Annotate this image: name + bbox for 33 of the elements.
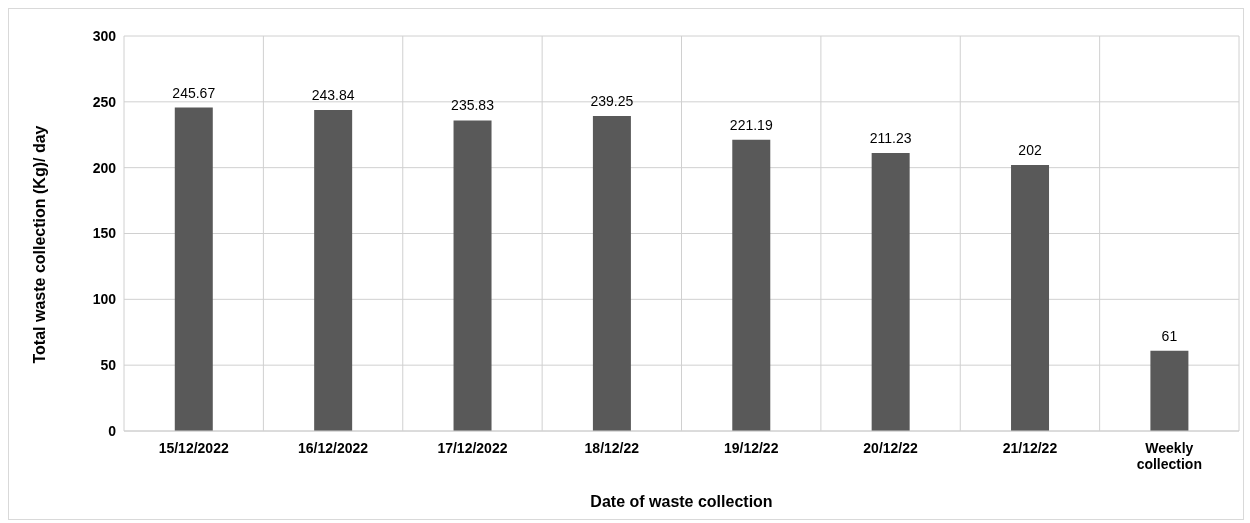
- x-tick-label: 15/12/2022: [158, 440, 229, 456]
- x-tick-label: 19/12/22: [723, 440, 779, 456]
- bar: [314, 109, 353, 431]
- bar: [453, 120, 492, 431]
- data-label: 202: [1018, 142, 1042, 159]
- bar: [732, 139, 771, 431]
- x-tick-label: 21/12/22: [1002, 440, 1058, 456]
- bar: [174, 107, 213, 431]
- bar: [1011, 165, 1050, 431]
- y-tick-label: 200: [92, 159, 117, 176]
- bar: [1150, 350, 1189, 431]
- y-axis-title: Total waste collection (Kg)/ day: [30, 125, 48, 364]
- data-label: 221.19: [729, 116, 773, 133]
- y-tick-label: 0: [108, 422, 117, 439]
- bar: [871, 152, 910, 431]
- x-tick-label: Weekly collection: [1136, 440, 1202, 472]
- x-tick-label: 18/12/22: [584, 440, 640, 456]
- data-label: 243.84: [311, 86, 355, 103]
- data-label: 245.67: [172, 84, 216, 101]
- y-tick-label: 50: [100, 357, 117, 374]
- x-tick-label: 17/12/2022: [437, 440, 508, 456]
- data-label: 61: [1161, 327, 1178, 344]
- data-label: 239.25: [590, 92, 634, 109]
- bar: [592, 115, 631, 431]
- y-tick-label: 250: [92, 93, 117, 110]
- data-label: 235.83: [451, 97, 495, 114]
- x-tick-label: 16/12/2022: [298, 440, 369, 456]
- x-axis-title: Date of waste collection: [590, 493, 773, 510]
- y-tick-label: 300: [92, 27, 117, 44]
- y-tick-label: 100: [92, 291, 117, 308]
- y-tick-label: 150: [92, 225, 117, 242]
- data-label: 211.23: [869, 129, 912, 146]
- x-tick-label: 20/12/22: [863, 440, 919, 456]
